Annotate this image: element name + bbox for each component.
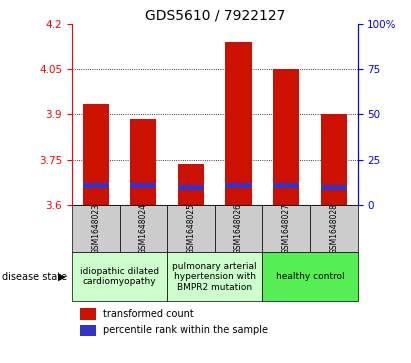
Bar — [83, 104, 109, 183]
Bar — [226, 42, 252, 183]
Text: pulmonary arterial
hypertension with
BMPR2 mutation: pulmonary arterial hypertension with BMP… — [173, 262, 257, 292]
Text: GSM1648024: GSM1648024 — [139, 203, 148, 254]
Bar — [262, 205, 310, 252]
Bar — [167, 252, 262, 301]
Text: ▶: ▶ — [58, 272, 65, 282]
Text: disease state: disease state — [2, 272, 67, 282]
Bar — [120, 205, 167, 252]
Text: GSM1648025: GSM1648025 — [187, 203, 196, 254]
Bar — [80, 325, 96, 336]
Text: GSM1648028: GSM1648028 — [329, 203, 338, 254]
Text: idiopathic dilated
cardiomyopathy: idiopathic dilated cardiomyopathy — [80, 267, 159, 286]
Bar — [215, 205, 262, 252]
Bar — [321, 114, 347, 184]
Text: transformed count: transformed count — [103, 309, 194, 319]
Bar — [80, 308, 96, 320]
Text: GSM1648027: GSM1648027 — [282, 203, 291, 254]
Bar — [321, 184, 347, 190]
Bar — [167, 205, 215, 252]
Text: GSM1648023: GSM1648023 — [91, 203, 100, 254]
Bar — [226, 188, 252, 205]
Bar — [273, 183, 299, 188]
Bar — [72, 205, 120, 252]
Bar — [226, 183, 252, 188]
Text: healthy control: healthy control — [276, 272, 344, 281]
Bar — [178, 190, 204, 205]
Bar — [130, 188, 157, 205]
Bar — [310, 205, 358, 252]
Bar — [83, 183, 109, 188]
Bar — [83, 188, 109, 205]
Bar — [130, 183, 157, 188]
Bar — [72, 252, 167, 301]
Text: GSM1648026: GSM1648026 — [234, 203, 243, 254]
Bar — [273, 188, 299, 205]
Bar — [178, 164, 204, 184]
Bar — [130, 119, 157, 183]
Bar — [273, 69, 299, 183]
Bar — [178, 184, 204, 190]
Title: GDS5610 / 7922127: GDS5610 / 7922127 — [145, 8, 285, 23]
Text: percentile rank within the sample: percentile rank within the sample — [103, 325, 268, 335]
Bar — [321, 190, 347, 205]
Bar — [262, 252, 358, 301]
